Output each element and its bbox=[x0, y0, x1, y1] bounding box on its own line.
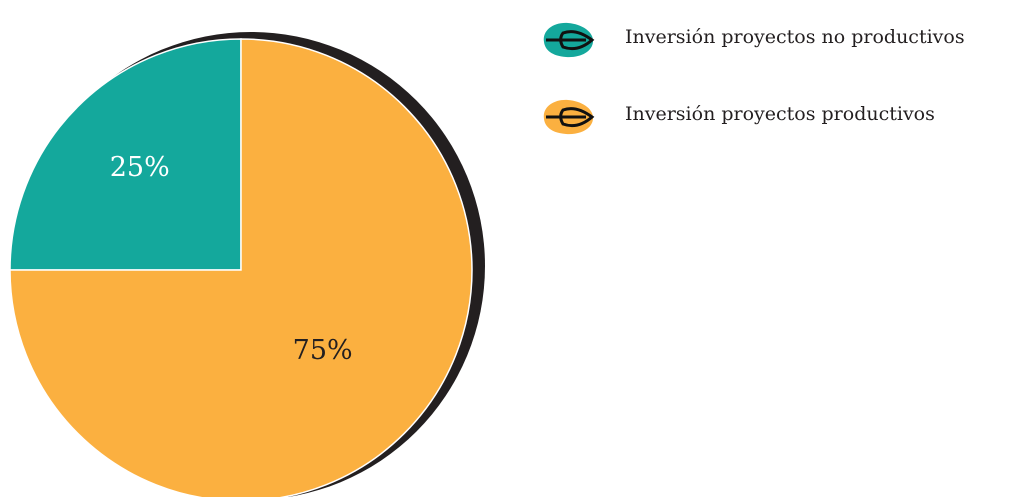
legend-icon bbox=[543, 22, 595, 58]
slice-label: 75% bbox=[293, 335, 353, 366]
pie-slice bbox=[9, 38, 242, 271]
slice-label: 25% bbox=[110, 152, 170, 183]
legend-icon-leaf bbox=[546, 30, 595, 51]
legend-label: Inversión proyectos no productivos bbox=[625, 26, 965, 48]
legend-icon-leaf bbox=[546, 107, 595, 128]
legend-icon bbox=[543, 99, 595, 135]
pie-slice bbox=[9, 38, 473, 497]
legend-label: Inversión proyectos productivos bbox=[625, 103, 935, 125]
